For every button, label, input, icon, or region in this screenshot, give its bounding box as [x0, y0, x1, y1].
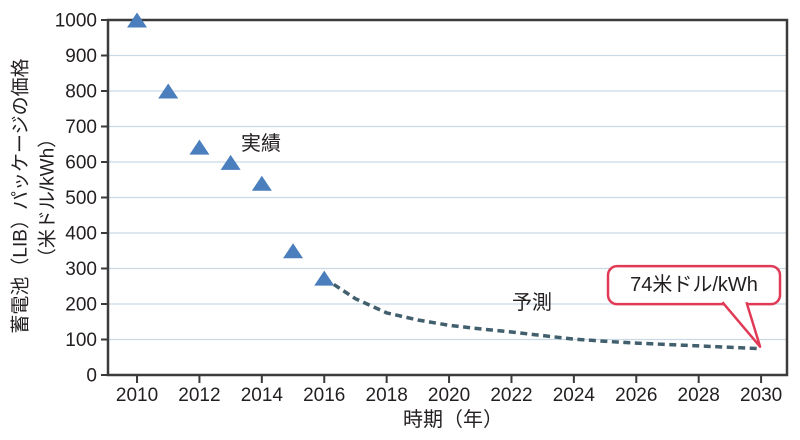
- x-tick-label: 2018: [366, 385, 408, 406]
- y-axis-title-line1: 蓄電池（LIB）パッケージの価格: [10, 58, 32, 334]
- y-tick-label: 800: [65, 82, 97, 103]
- actual-point: [158, 83, 179, 99]
- callout-value-label: 74米ドル/kWh: [630, 274, 758, 296]
- forecast-line: [323, 276, 762, 351]
- forecast-series-label: 予測: [512, 292, 552, 314]
- callout-bubble: [606, 264, 782, 306]
- callout-tail: [721, 301, 762, 348]
- x-axis-title: 時期（年）: [403, 409, 503, 431]
- y-tick-label: 100: [65, 330, 97, 351]
- actual-series-label: 実績: [241, 133, 281, 155]
- actual-point: [251, 175, 272, 191]
- x-tick-label: 2026: [615, 385, 657, 406]
- actual-point: [220, 154, 241, 170]
- x-tick-label: 2020: [428, 385, 470, 406]
- y-tick-label: 1000: [55, 11, 97, 32]
- actual-point: [283, 243, 304, 259]
- actual-point: [189, 139, 210, 155]
- y-tick-label: 900: [65, 46, 97, 67]
- actual-point: [314, 270, 335, 286]
- y-tick-label: 200: [65, 295, 97, 316]
- y-tick-label: 400: [65, 224, 97, 245]
- y-tick-label: 700: [65, 117, 97, 138]
- x-tick-label: 2016: [303, 385, 345, 406]
- y-tick-label: 500: [65, 188, 97, 209]
- x-tick-label: 2028: [678, 385, 720, 406]
- x-tick-label: 2022: [490, 385, 532, 406]
- x-tick-label: 2024: [553, 385, 596, 406]
- y-tick-label: 0: [86, 366, 97, 387]
- x-tick-label: 2030: [740, 385, 782, 406]
- x-tick-label: 2010: [116, 385, 158, 406]
- actual-point: [127, 12, 148, 28]
- y-axis-title-line2: （米ドル/kWh）: [37, 128, 59, 268]
- x-tick-label: 2012: [178, 385, 220, 406]
- x-tick-label: 2014: [241, 385, 284, 406]
- y-tick-label: 300: [65, 259, 97, 280]
- y-tick-label: 600: [65, 153, 97, 174]
